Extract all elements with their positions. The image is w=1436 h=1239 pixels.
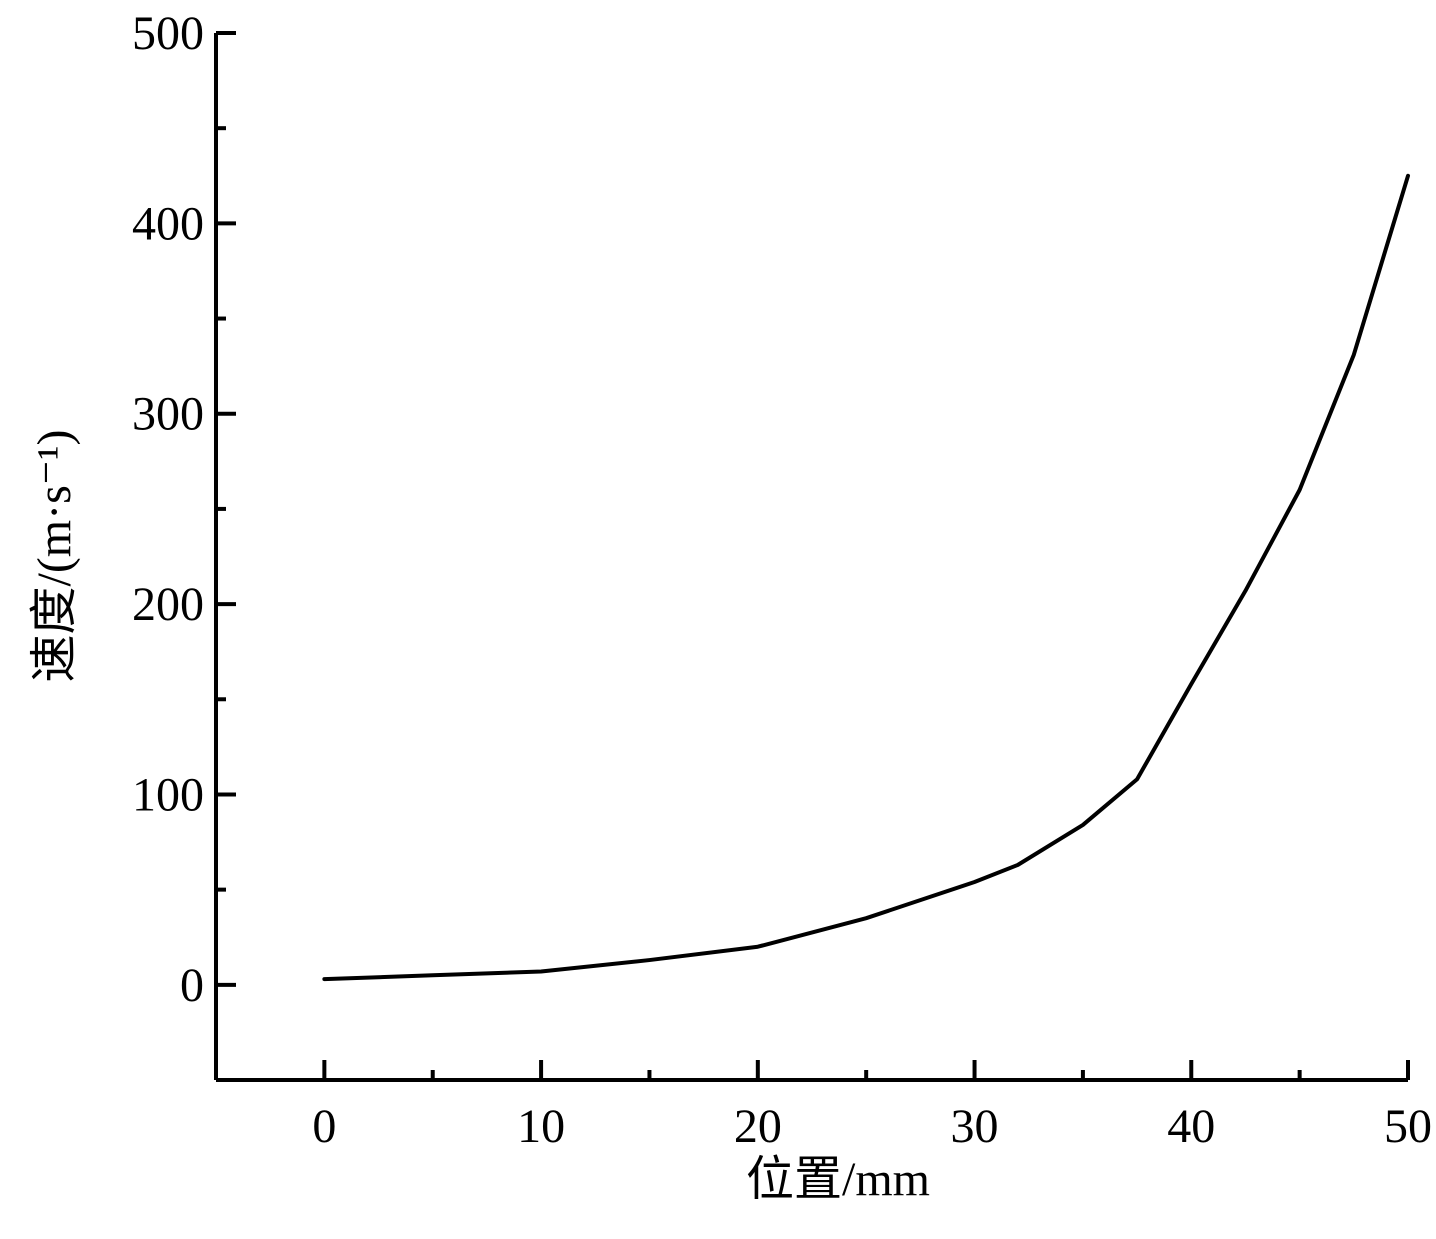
x-tick-label: 30	[951, 1100, 999, 1153]
x-tick-label: 0	[312, 1100, 336, 1153]
x-tick-label: 50	[1384, 1100, 1432, 1153]
x-axis-label: 位置/mm	[746, 1153, 930, 1206]
data-line	[322, 173, 1410, 982]
y-tick-label: 500	[132, 7, 204, 60]
x-tick-label: 40	[1167, 1100, 1215, 1153]
y-tick-label: 400	[132, 197, 204, 250]
y-tick-label: 0	[180, 959, 204, 1012]
y-tick-label: 100	[132, 768, 204, 821]
x-tick-label: 10	[517, 1100, 565, 1153]
y-tick-label: 300	[132, 388, 204, 441]
x-tick-label: 20	[734, 1100, 782, 1153]
y-tick-label: 200	[132, 578, 204, 631]
y-axis-label: 速度/(m·s⁻¹)	[28, 429, 81, 682]
